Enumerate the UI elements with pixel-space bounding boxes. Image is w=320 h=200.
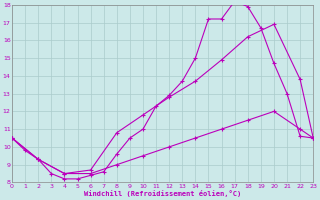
X-axis label: Windchill (Refroidissement éolien,°C): Windchill (Refroidissement éolien,°C) — [84, 190, 241, 197]
